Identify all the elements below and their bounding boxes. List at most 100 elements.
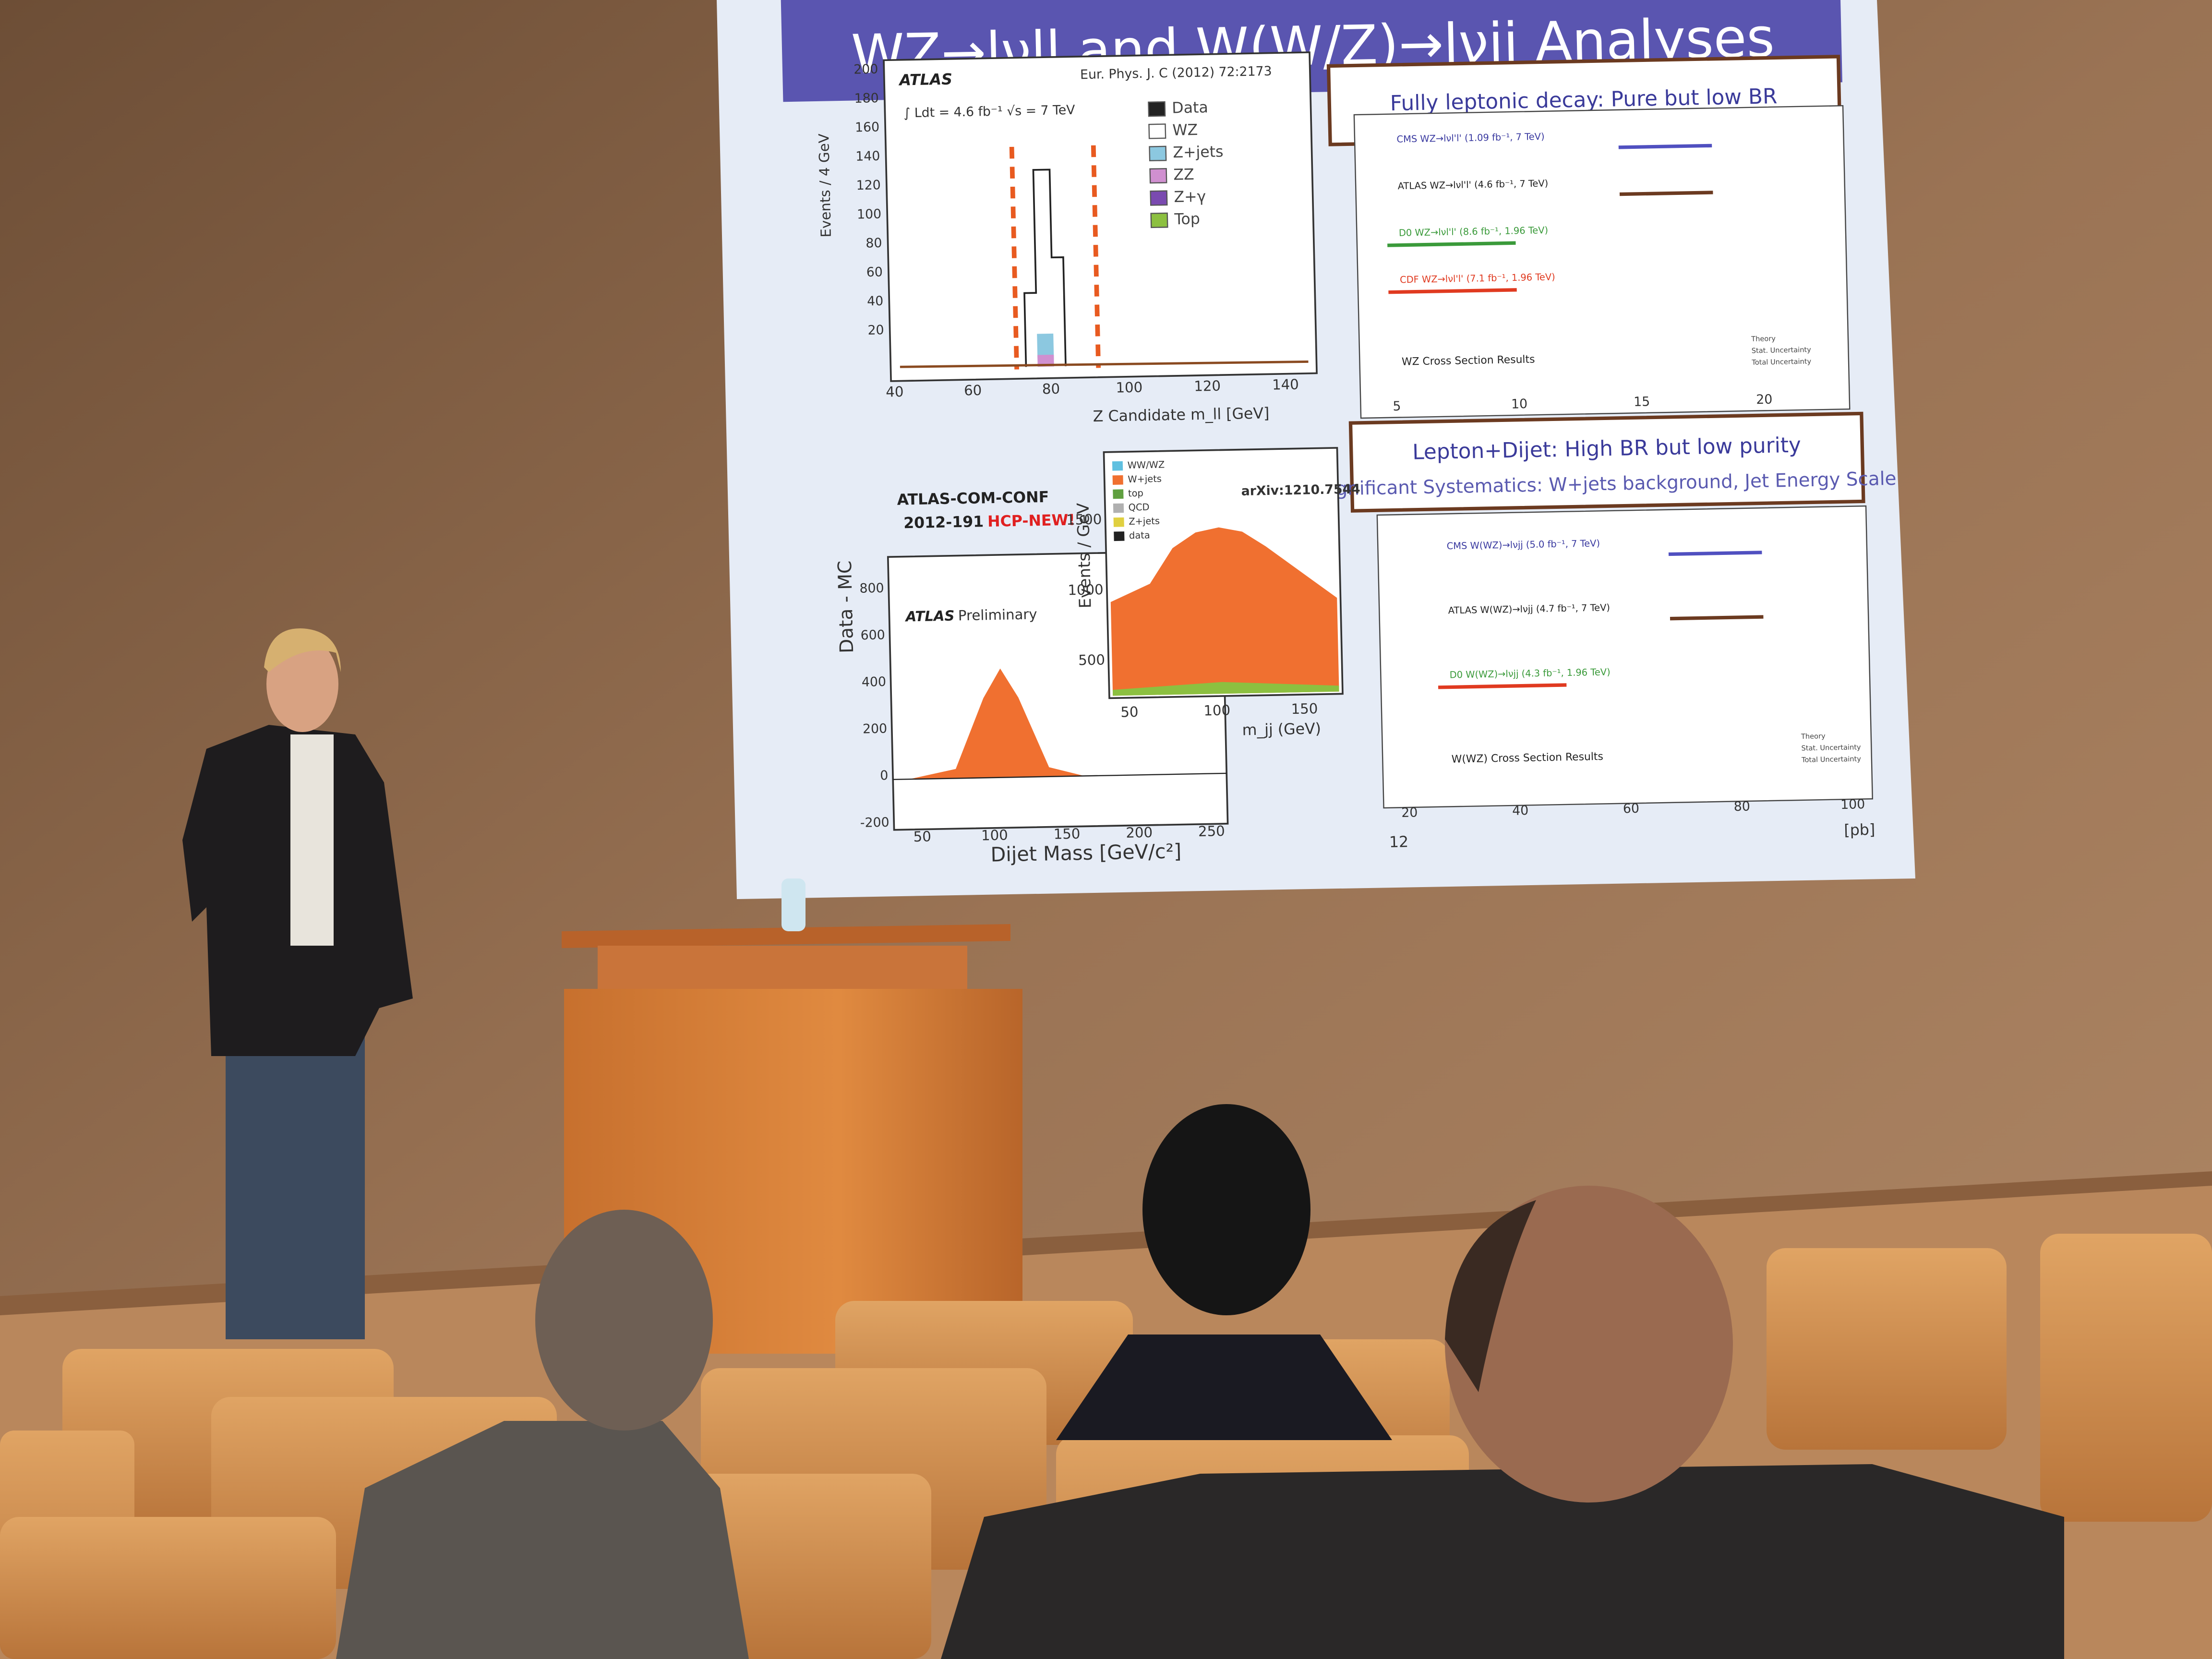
x-tick-label: 10	[1511, 397, 1528, 412]
reference: arXiv:1210.7544	[1241, 481, 1360, 499]
audience-head	[1142, 1104, 1310, 1315]
experiment: ATLAS	[898, 71, 952, 89]
x-tick-label: 50	[913, 828, 931, 845]
x-ticks: 50 100 150 200 250	[913, 823, 1225, 845]
results-frame	[1353, 105, 1851, 419]
legend-label: Theory	[1751, 335, 1776, 343]
legend-swatch	[1150, 190, 1168, 206]
results-rows: CMS W(WZ)→lνjj (5.0 fb⁻¹, 7 TeV)ATLAS W(…	[1401, 538, 1865, 820]
chair	[2040, 1234, 2212, 1522]
histogram-part	[1037, 354, 1054, 367]
legend-swatch	[1114, 531, 1125, 541]
x-label: m_jj (GeV)	[1242, 720, 1321, 739]
legend-swatch	[1148, 101, 1166, 117]
presenter-shirt	[290, 734, 334, 946]
y-ticks: 800 600 400 200 0 -200	[859, 581, 890, 830]
stacked-area	[1110, 527, 1339, 696]
legend-label: Z+jets	[1173, 143, 1224, 161]
x-tick-label: 100	[1203, 702, 1230, 719]
y-tick-label: 140	[855, 149, 880, 164]
x-tick-label: 100	[1840, 797, 1865, 812]
y-tick-label: 80	[866, 236, 882, 251]
x-tick-label: 150	[1291, 700, 1318, 717]
x-tick-label: 200	[1126, 824, 1153, 841]
legend-label: Total Uncertainty	[1801, 755, 1862, 764]
legend-label: Z+γ	[1174, 188, 1206, 206]
legend-label: WW/WZ	[1127, 459, 1165, 470]
audience-body	[941, 1464, 2064, 1659]
legend-label: QCD	[1128, 502, 1149, 513]
result-bar	[1670, 615, 1764, 621]
legend-label: data	[1129, 529, 1150, 541]
y-tick-label: 500	[1078, 651, 1105, 668]
zero-line	[893, 772, 1227, 781]
result-bar	[1668, 551, 1762, 556]
water-bottle	[781, 878, 805, 931]
audience-body	[336, 1421, 749, 1659]
y-tick-label: 100	[857, 207, 882, 222]
x-tick-label: 60	[964, 382, 982, 399]
x-tick-label: 40	[886, 384, 904, 400]
x-tick-label: 100	[981, 827, 1008, 843]
x-tick-label: 250	[1198, 823, 1225, 840]
y-tick-label: 180	[854, 91, 879, 106]
x-tick-label: 20	[1401, 805, 1418, 820]
y-tick-label: 60	[866, 264, 883, 280]
cut-line	[1009, 146, 1019, 370]
legend: Data WZ Z+jets ZZ Z+γ Top	[1148, 99, 1224, 228]
x-tick-label: 60	[1623, 801, 1640, 817]
x-tick-label: 100	[1116, 379, 1142, 396]
presenter-hair	[264, 628, 341, 672]
x-tick-label: 20	[1756, 392, 1773, 408]
y-tick-label: 0	[880, 768, 889, 783]
legend-swatch	[1149, 168, 1167, 184]
result-bar	[1438, 683, 1567, 689]
legend-label: top	[1128, 488, 1143, 499]
legend-label: WZ	[1172, 121, 1198, 139]
legend-swatch	[1150, 212, 1168, 228]
y-tick-label: 800	[859, 581, 884, 596]
results-frame	[1376, 505, 1873, 809]
status: Preliminary	[958, 606, 1037, 624]
legend-swatch	[1149, 145, 1167, 162]
y-tick-label: 1000	[1068, 581, 1104, 598]
result-bar	[1618, 144, 1712, 149]
x-label: Z Candidate m_ll [GeV]	[1093, 405, 1269, 425]
histogram	[1023, 168, 1067, 367]
stacked-area	[1112, 682, 1339, 696]
legend-swatch	[1113, 503, 1124, 513]
y-tick-label: 160	[855, 120, 880, 135]
audience-head	[535, 1210, 713, 1431]
legend-label: ZZ	[1173, 166, 1194, 184]
plot-frame	[883, 51, 1318, 382]
x-label: Dijet Mass [GeV/c²]	[990, 840, 1182, 866]
result-bar	[1387, 241, 1516, 247]
audience-head	[1445, 1186, 1733, 1503]
x-tick-label: 80	[1733, 799, 1750, 815]
note: 2012-191	[903, 513, 984, 532]
x-tick-label: 5	[1393, 399, 1401, 414]
legend-label: Total Uncertainty	[1751, 358, 1812, 367]
y-ticks: 200 180 160 140 120 100 80 60 40 20	[854, 62, 884, 338]
caption: WZ Cross Section Results	[1402, 354, 1535, 368]
chair	[1767, 1248, 2007, 1450]
legend: WW/WZ W+jets top QCD Z+jets data	[1112, 459, 1165, 541]
signal-shape	[909, 668, 1084, 780]
x-tick-label: 140	[1272, 376, 1299, 393]
x-tick-label: 40	[1512, 803, 1529, 818]
chair	[0, 1517, 336, 1659]
note: ATLAS-COM-CONF	[897, 489, 1049, 509]
y-label: Data - MC	[834, 560, 858, 653]
y-label: Events / GeV	[1074, 503, 1095, 609]
result-label: CMS WZ→lνl'l' (1.09 fb⁻¹, 7 TeV)	[1396, 131, 1545, 145]
lumi: ∫ Ldt = 4.6 fb⁻¹ √s = 7 TeV	[903, 103, 1075, 121]
legend-label: W+jets	[1128, 473, 1162, 485]
legend-swatch	[1112, 475, 1123, 485]
x-tick-label: 120	[1194, 378, 1221, 395]
x-tick-label: 150	[1053, 826, 1080, 842]
y-tick-label: 600	[860, 627, 885, 643]
y-tick-label: 200	[863, 721, 888, 737]
y-label: Events / 4 GeV	[816, 133, 834, 238]
result-bar	[1388, 288, 1517, 294]
